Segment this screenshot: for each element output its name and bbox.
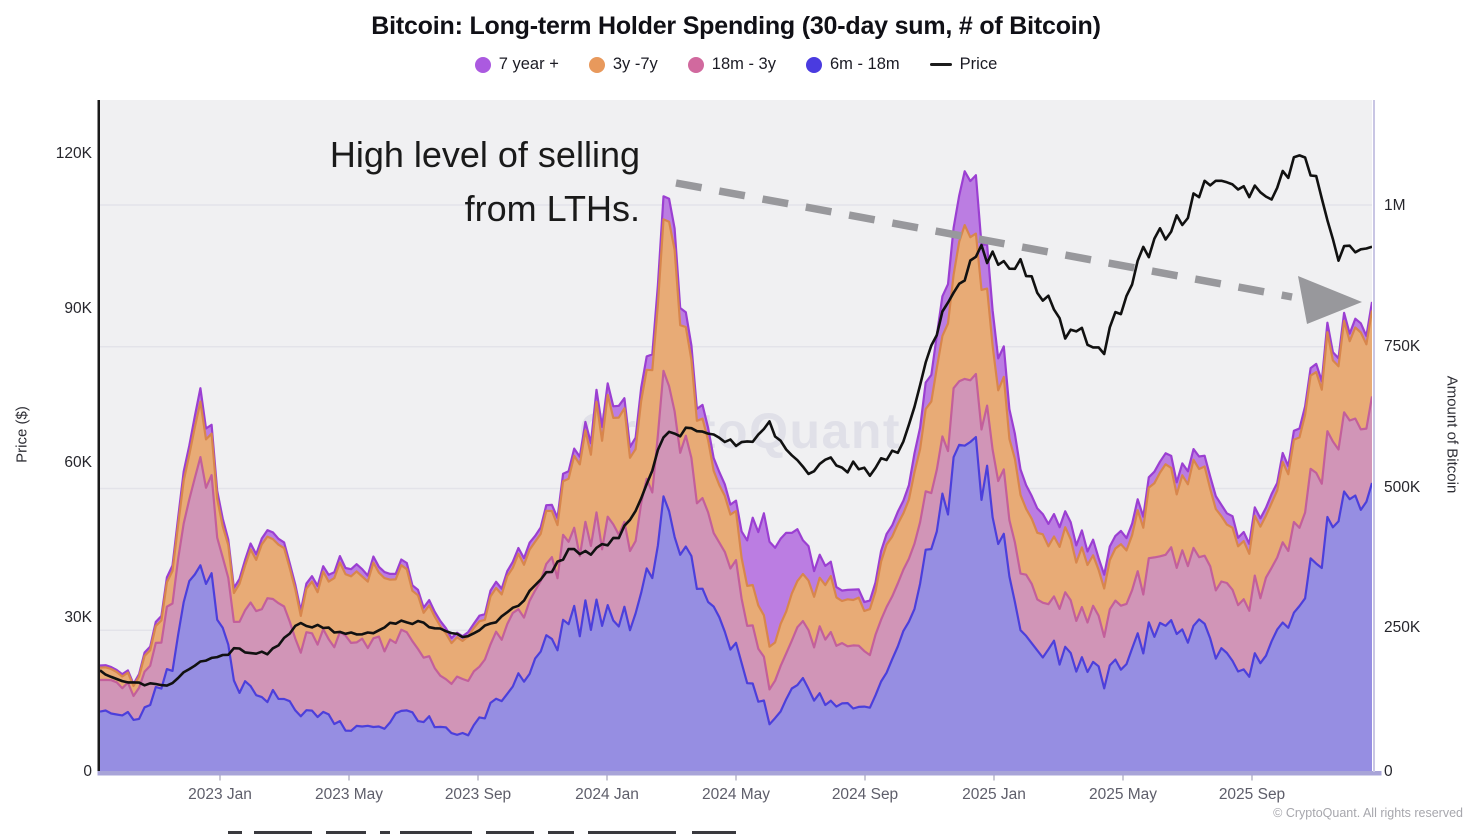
area-edge-18m-3y bbox=[100, 369, 1372, 698]
right-tick-750k: 750K bbox=[1384, 337, 1421, 355]
legend-dot-icon bbox=[805, 56, 822, 73]
x-tick-2024-may: 2024 May bbox=[701, 786, 771, 803]
legend-line-icon bbox=[929, 63, 952, 66]
x-tick-2023-jan: 2023 Jan bbox=[188, 786, 252, 803]
x-tick-2025-jan: 2025 Jan bbox=[962, 786, 1026, 803]
right-tick-0: 0 bbox=[1384, 763, 1393, 780]
x-tick-2023-sep: 2023 Sep bbox=[444, 786, 512, 803]
legend-item-label: 3y -7y bbox=[612, 55, 658, 73]
area-band-6m-18m bbox=[100, 437, 1372, 772]
area-edge-7-year bbox=[100, 170, 1372, 686]
right-tick-1m: 1M bbox=[1384, 197, 1406, 214]
x-tick-2025-sep: 2025 Sep bbox=[1218, 786, 1286, 803]
x-tick-2024-jan: 2024 Jan bbox=[575, 786, 639, 803]
arrow-head-icon bbox=[1298, 276, 1362, 324]
x-tick-2024-sep: 2024 Sep bbox=[831, 786, 899, 803]
legend-item-label: 7 year + bbox=[498, 55, 559, 73]
left-tick-120k: 120K bbox=[55, 145, 92, 162]
legend-dot-icon bbox=[474, 56, 491, 73]
legend-item-label: Price bbox=[959, 55, 998, 73]
right-axis-title: Amount of Bitcoin bbox=[1443, 375, 1461, 494]
left-tick-30k: 30K bbox=[64, 608, 92, 626]
copyright-notice: © CryptoQuant. All rights reserved bbox=[1273, 806, 1463, 820]
area-band-3y-7y bbox=[100, 219, 1372, 696]
trend-arrow bbox=[675, 179, 1362, 324]
left-tick-60k: 60K bbox=[64, 454, 92, 471]
legend-item-label: 18m - 3y bbox=[711, 55, 776, 73]
chart-legend: 7 year + 3y -7y 18m - 3y 6m - 18m Price bbox=[0, 55, 1472, 74]
legend-item-label: 6m - 18m bbox=[829, 55, 900, 73]
annotation-line-2: from LTHs. bbox=[464, 188, 640, 229]
legend-item-7-year[interactable]: 7 year + bbox=[474, 55, 559, 74]
page-title: Bitcoin: Long-term Holder Spending (30-d… bbox=[371, 12, 1101, 40]
x-tick-2025-may: 2025 May bbox=[1088, 786, 1158, 803]
area-edge-6m-18m bbox=[100, 436, 1372, 737]
legend-item-3y-7y[interactable]: 3y -7y bbox=[588, 55, 658, 74]
right-tick-500k: 500K bbox=[1384, 478, 1421, 496]
x-tick-2023-may: 2023 May bbox=[314, 786, 384, 803]
annotation-line-1: High level of selling bbox=[329, 134, 640, 175]
price-line bbox=[100, 154, 1372, 687]
left-tick-0: 0 bbox=[83, 763, 92, 780]
legend-item-price[interactable]: Price bbox=[929, 55, 998, 74]
left-tick-90k: 90K bbox=[64, 299, 92, 317]
legend-dot-icon bbox=[588, 56, 605, 73]
right-tick-250k: 250K bbox=[1384, 619, 1421, 637]
annotation-text: High level of selling from LTHs. bbox=[250, 128, 640, 236]
legend-item-18m-3y[interactable]: 18m - 3y bbox=[687, 55, 776, 74]
legend-item-6m-18m[interactable]: 6m - 18m bbox=[805, 55, 900, 74]
legend-dot-icon bbox=[687, 56, 704, 73]
area-edge-3y-7y bbox=[100, 218, 1372, 688]
